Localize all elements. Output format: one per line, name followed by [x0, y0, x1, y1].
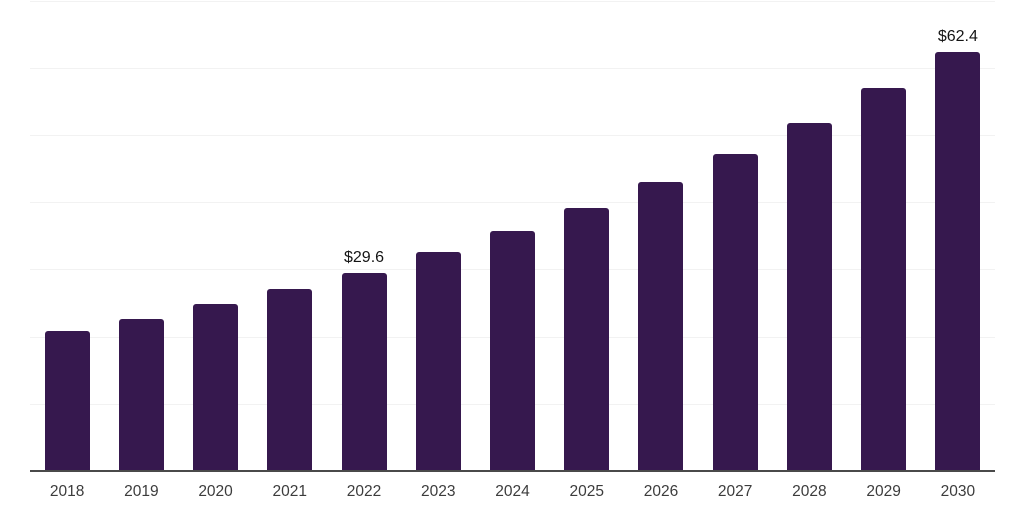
bar-2020[interactable] — [193, 304, 239, 472]
x-tick-2030: 2030 — [940, 483, 976, 500]
x-tick-2025: 2025 — [569, 483, 604, 500]
x-tick-2023: 2023 — [421, 483, 456, 500]
bar-2025[interactable] — [564, 208, 610, 472]
bar-2023[interactable] — [415, 251, 461, 472]
x-axis-line — [30, 470, 995, 472]
plot-area: $29.6 $62.4 — [30, 0, 995, 472]
x-tick-2028: 2028 — [792, 483, 827, 500]
x-tick-2021: 2021 — [272, 483, 308, 500]
x-tick-2019: 2019 — [124, 483, 159, 500]
bar-2028[interactable] — [786, 122, 832, 472]
bar-2027[interactable] — [712, 153, 758, 472]
bar-2030[interactable] — [935, 52, 981, 472]
bar-2018[interactable] — [44, 331, 90, 472]
gridline-70 — [30, 0, 995, 2]
x-tick-2027: 2027 — [717, 483, 753, 500]
gridline-40 — [30, 202, 995, 204]
bar-2029[interactable] — [861, 88, 907, 472]
data-label-2022: $29.6 — [344, 248, 385, 266]
bar-2022[interactable] — [341, 272, 387, 472]
gridline-60 — [30, 67, 995, 69]
bar-2026[interactable] — [638, 181, 684, 472]
x-tick-2022: 2022 — [346, 483, 382, 500]
x-tick-2024: 2024 — [495, 483, 530, 500]
x-tick-2020: 2020 — [198, 483, 233, 500]
x-tick-2018: 2018 — [49, 483, 85, 500]
x-tick-2029: 2029 — [866, 483, 901, 500]
bar-2024[interactable] — [490, 230, 535, 472]
bar-2019[interactable] — [118, 318, 164, 472]
bar-2021[interactable] — [267, 289, 313, 472]
data-label-2030: $62.4 — [937, 28, 978, 46]
x-tick-2026: 2026 — [643, 483, 679, 500]
gridline-50 — [30, 134, 995, 136]
x-axis-tick-labels: 2018 2019 2020 2021 2022 2023 2024 2025 2026 2027… — [30, 483, 995, 503]
